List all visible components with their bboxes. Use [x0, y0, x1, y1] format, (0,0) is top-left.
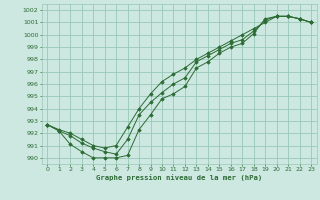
- X-axis label: Graphe pression niveau de la mer (hPa): Graphe pression niveau de la mer (hPa): [96, 174, 262, 181]
